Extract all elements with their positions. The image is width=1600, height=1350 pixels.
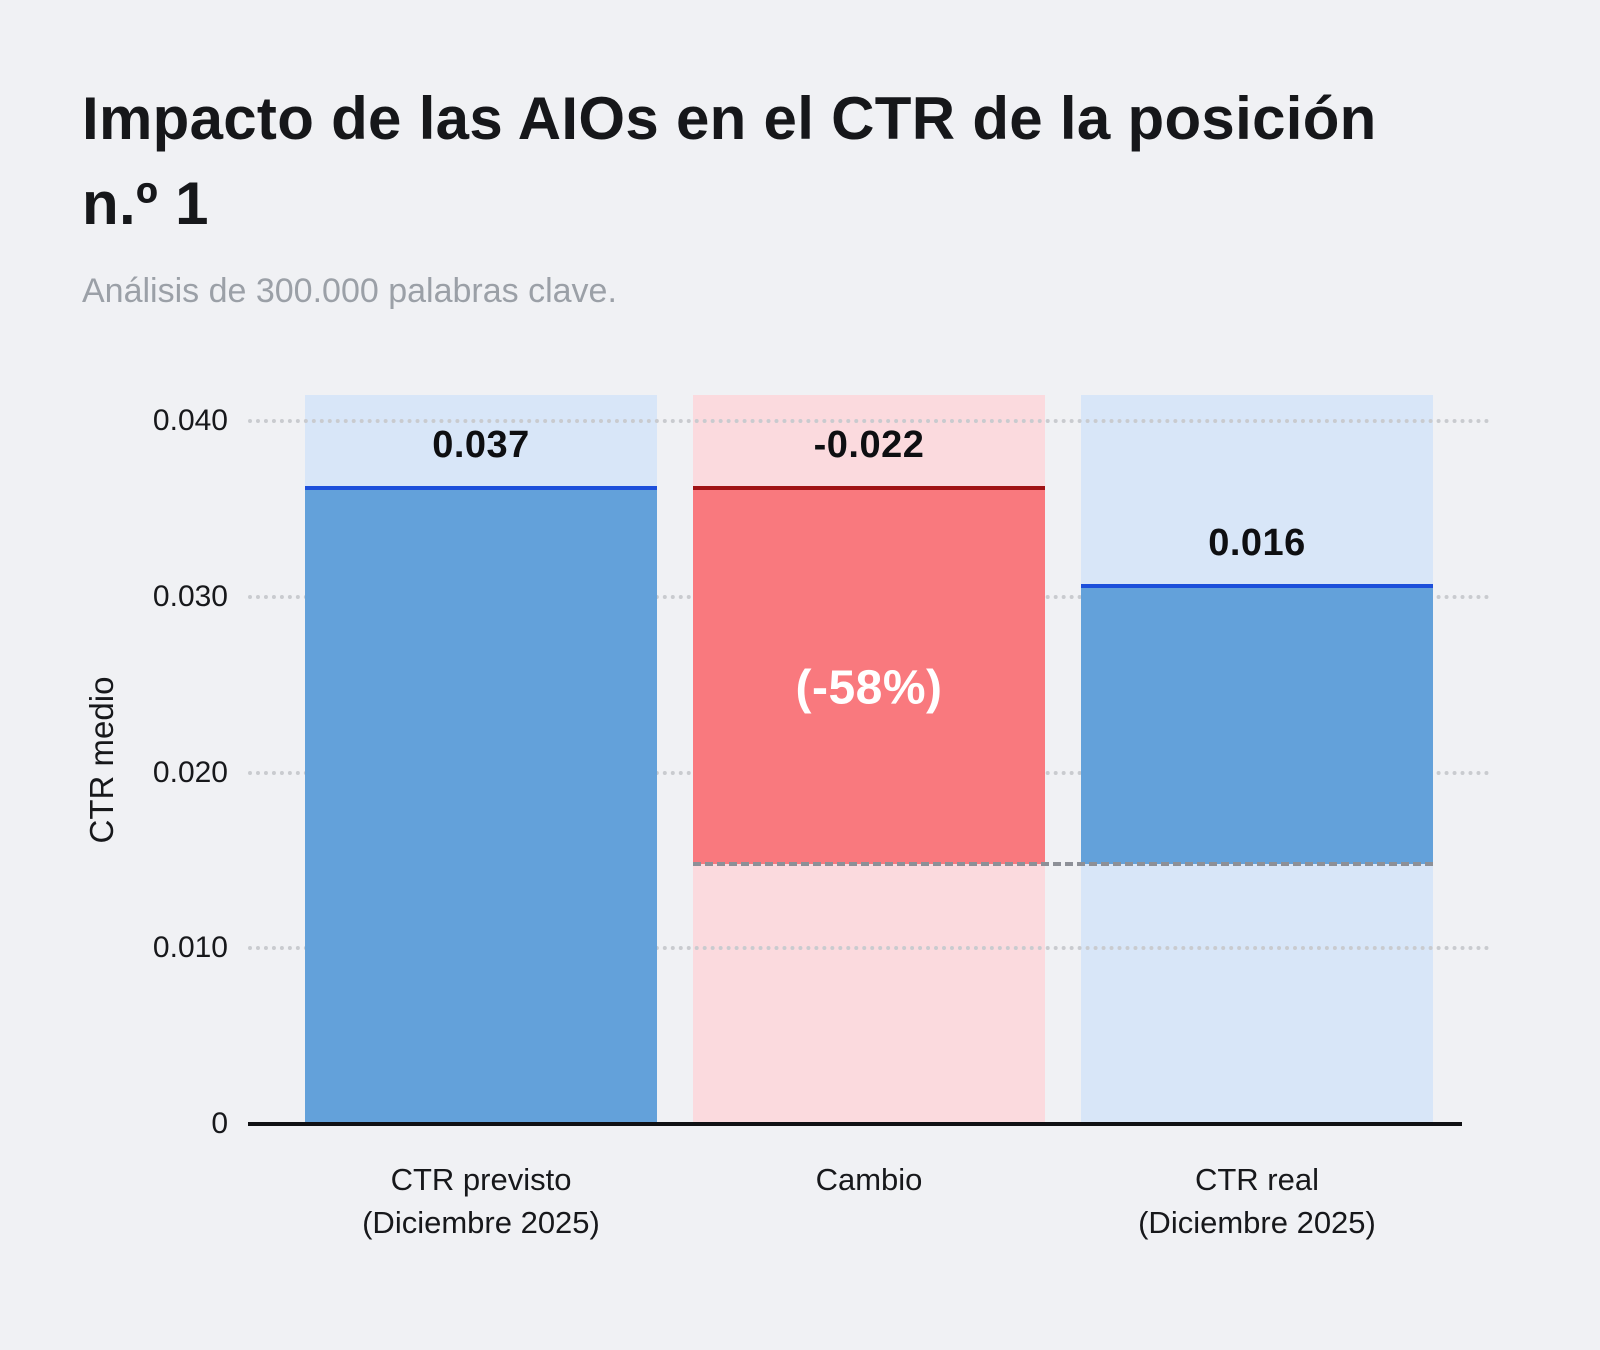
bar-top-line-1	[305, 486, 657, 491]
y-tick-label: 0	[211, 1107, 228, 1140]
x-tick-line: CTR real	[1194, 1162, 1319, 1197]
bar-top-line-3	[1081, 584, 1433, 589]
x-axis-line	[248, 1122, 1462, 1126]
x-tick-line: CTR previsto	[390, 1162, 572, 1197]
x-tick-label-3: CTR real (Diciembre 2025)	[1081, 1158, 1433, 1245]
bar-3	[1081, 586, 1433, 865]
y-tick-label: 0.040	[152, 404, 228, 438]
dashed-baseline	[693, 862, 1433, 867]
value-label-3: 0.016	[1208, 522, 1306, 565]
x-tick-label-2: Cambio	[693, 1158, 1045, 1201]
chart-subtitle: Análisis de 300.000 palabras clave.	[82, 272, 617, 310]
bar-2	[693, 488, 1045, 864]
y-tick-label: 0.010	[152, 931, 228, 965]
x-tick-line: (Diciembre 2025)	[362, 1205, 600, 1241]
gridline	[248, 419, 1490, 424]
inner-label-2: (-58%)	[795, 661, 943, 715]
plot-area: 0.037 -0.022 (-58%) 0.016	[248, 395, 1490, 1126]
x-tick-line: (Diciembre 2025)	[1138, 1205, 1376, 1241]
gridline	[248, 946, 1490, 951]
chart-title: Impacto de las AIOs en el CTR de la posi…	[82, 85, 1377, 238]
y-tick-label: 0.020	[152, 755, 228, 789]
bar-top-line-2	[693, 486, 1045, 491]
x-tick-label-1: CTR previsto (Diciembre 2025)	[305, 1158, 657, 1245]
value-label-1: 0.037	[432, 424, 530, 467]
y-tick-label: 0.030	[152, 580, 228, 613]
value-label-2: -0.022	[813, 424, 925, 467]
bar-1	[305, 488, 657, 1124]
x-tick-line: Cambio	[815, 1162, 923, 1197]
